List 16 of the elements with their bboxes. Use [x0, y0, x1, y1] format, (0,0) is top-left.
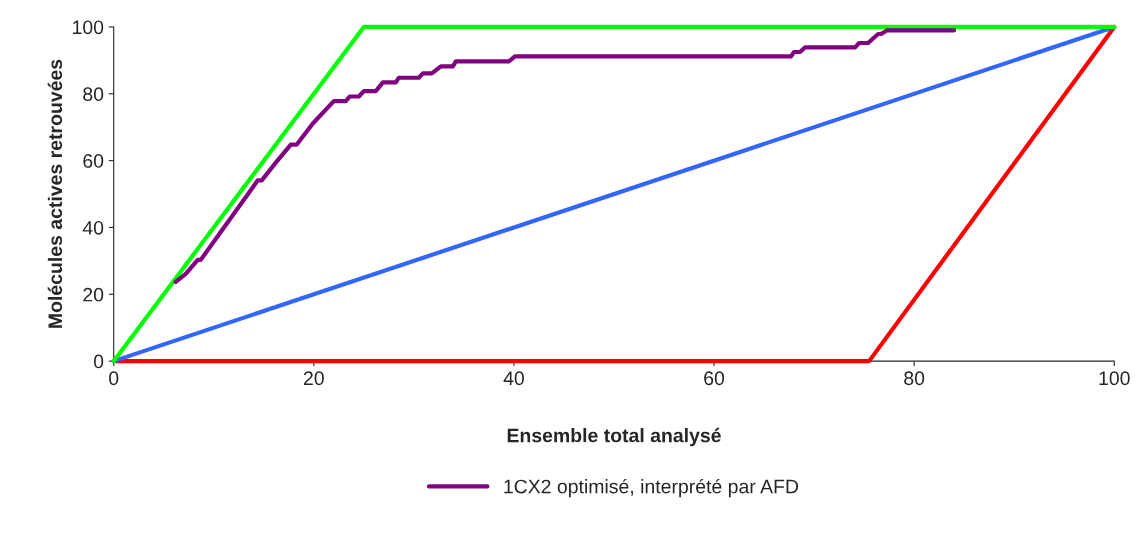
y-tick-label: 0: [93, 354, 104, 369]
y-tick-label: 100: [73, 20, 104, 35]
y-tick-label: 80: [83, 87, 104, 102]
x-tick-label: 20: [303, 371, 324, 386]
line-series: [173, 28, 957, 285]
x-axis-title: Ensemble total analysé: [507, 427, 721, 447]
x-tick-label: 60: [704, 371, 725, 386]
x-tick-label: 100: [1099, 371, 1130, 386]
x-tick-label: 40: [503, 371, 524, 386]
x-tick-label: 80: [904, 371, 925, 386]
x-tick-label: 0: [109, 371, 119, 386]
y-tick-label: 20: [83, 287, 104, 302]
y-axis-title: Molécules actives retrouvées: [47, 59, 63, 328]
y-tick-label: 40: [82, 220, 104, 235]
y-tick-label: 60: [83, 154, 104, 168]
legend-label: 1CX2 optimisé, interprété par AFD: [504, 478, 799, 498]
